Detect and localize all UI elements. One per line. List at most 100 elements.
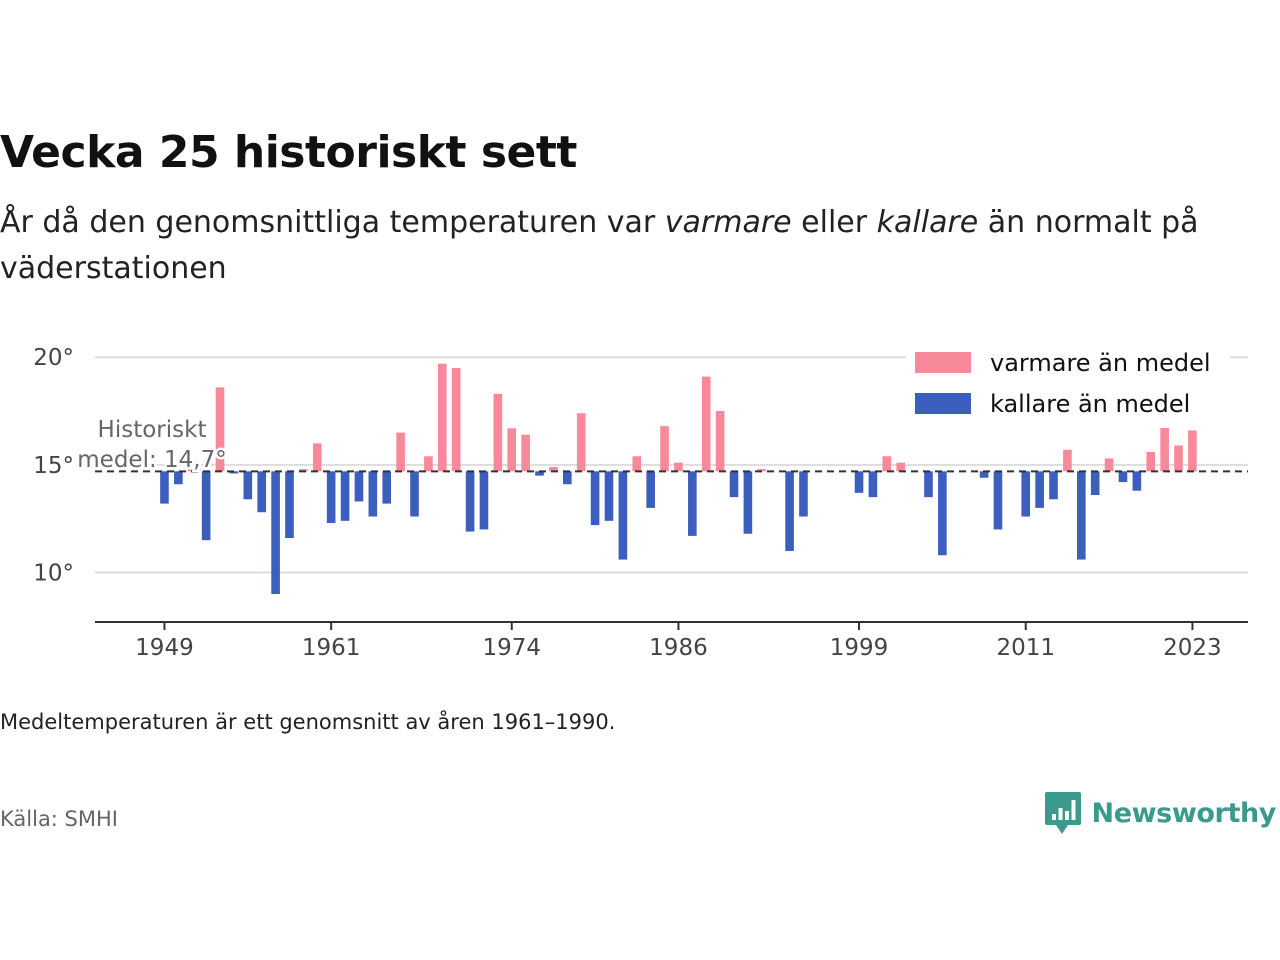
bar-cold — [854, 471, 864, 493]
bar-cold — [1076, 471, 1086, 560]
subtitle-cold-word: kallare — [876, 205, 979, 240]
bar-warm — [632, 456, 642, 472]
bar-cold — [1021, 471, 1031, 517]
y-tick-label: 10° — [33, 560, 74, 586]
bar-cold — [618, 471, 628, 560]
bar-warm — [507, 428, 517, 472]
bar-warm — [1188, 430, 1197, 472]
bar-cold — [868, 471, 878, 498]
legend-swatch — [915, 393, 971, 414]
bar-cold — [799, 471, 808, 517]
bar-cold — [382, 471, 392, 504]
brand-name: Newsworthy — [1091, 797, 1277, 829]
source-credit: Källa: SMHI — [0, 807, 118, 831]
bars — [160, 361, 1197, 595]
bar-cold — [604, 471, 614, 521]
bar-cold — [257, 471, 267, 513]
bar-cold — [590, 471, 600, 526]
bar-cold — [354, 471, 364, 502]
bar-warm — [215, 387, 225, 472]
bar-cold — [479, 471, 489, 530]
bar-warm — [576, 413, 586, 472]
newsworthy-logo-icon — [1044, 792, 1081, 834]
legend: varmare än medel kallare än medel — [906, 342, 1230, 428]
baseline: Historiskt medel: 14,7° — [75, 415, 1248, 476]
bar-warm — [299, 469, 308, 472]
baseline-annotation-line2: medel: 14,7° — [77, 447, 226, 473]
bar-warm — [701, 376, 711, 472]
bar-warm — [437, 363, 447, 472]
bar-warm — [896, 462, 906, 472]
x-axis: 1949 1961 1974 1986 1999 2011 2023 — [95, 621, 1248, 661]
bar-cold — [1090, 471, 1100, 495]
bar-cold — [243, 471, 253, 500]
chart-title: Vecka 25 historiskt sett — [0, 127, 577, 178]
y-axis-ticks: 10° 15° 20° — [33, 345, 74, 586]
bar-warm — [396, 432, 405, 472]
chart-subtitle: År då den genomsnittliga temperaturen va… — [0, 200, 1250, 292]
bar-cold — [1049, 471, 1058, 500]
temperature-bar-chart: 10° 15° 20° Historiskt medel: 14,7° 1949 196… — [33, 342, 1248, 661]
brand-logo: Newsworthy — [1044, 790, 1276, 836]
subtitle-text-3: än normalt på väderstationen — [0, 205, 1199, 286]
bar-cold — [340, 471, 350, 521]
y-tick-label: 15° — [33, 453, 74, 479]
x-tick-label: 1974 — [482, 635, 541, 661]
bar-warm — [1104, 458, 1114, 472]
bar-warm — [1063, 449, 1072, 472]
bar-cold — [979, 471, 989, 478]
bar-cold — [688, 471, 697, 536]
legend-swatch — [915, 352, 971, 373]
x-tick-label: 1961 — [302, 635, 361, 661]
bar-warm — [312, 443, 322, 472]
bar-warm — [424, 456, 433, 472]
bar-cold — [1132, 471, 1142, 491]
bar-cold — [201, 471, 211, 541]
bar-cold — [1118, 471, 1128, 483]
bar-cold — [326, 471, 336, 523]
bar-cold — [938, 471, 947, 556]
x-tick-label: 1986 — [649, 635, 708, 661]
bar-cold — [785, 471, 794, 551]
subtitle-text-1: År då den genomsnittliga temperaturen va… — [0, 205, 665, 240]
y-tick-label: 20° — [33, 345, 74, 371]
legend-label: varmare än medel — [990, 349, 1211, 377]
baseline-annotation-line1: Historiskt — [98, 417, 207, 443]
bar-warm — [549, 467, 558, 472]
bar-cold — [743, 471, 753, 534]
legend-label: kallare än medel — [990, 390, 1190, 418]
bar-warm — [493, 393, 503, 472]
bar-warm — [1146, 451, 1156, 472]
bar-warm — [882, 456, 892, 472]
bar-warm — [674, 462, 683, 472]
bar-cold — [924, 471, 933, 498]
bar-warm — [521, 434, 530, 472]
bar-warm — [451, 367, 461, 472]
bar-cold — [174, 471, 183, 485]
bar-warm — [757, 469, 767, 472]
bar-warm — [715, 411, 725, 472]
bar-cold — [160, 471, 169, 504]
subtitle-text-2: eller — [791, 205, 877, 240]
bar-cold — [271, 471, 280, 595]
x-tick-label: 2023 — [1163, 635, 1222, 661]
subtitle-warm-word: varmare — [664, 205, 792, 240]
bar-cold — [563, 471, 572, 485]
bar-warm — [1174, 445, 1183, 472]
bar-cold — [229, 471, 239, 474]
bar-cold — [729, 471, 739, 498]
x-tick-label: 2011 — [996, 635, 1055, 661]
bar-cold — [1035, 471, 1044, 508]
bar-warm — [660, 426, 669, 472]
bar-cold — [993, 471, 1003, 530]
footnote: Medeltemperaturen är ett genomsnitt av å… — [0, 710, 616, 734]
bar-warm — [187, 469, 197, 472]
bar-cold — [410, 471, 419, 517]
x-tick-label: 1949 — [135, 635, 194, 661]
bar-cold — [368, 471, 378, 517]
bar-cold — [285, 471, 294, 539]
x-tick-label: 1999 — [830, 635, 889, 661]
bar-cold — [465, 471, 475, 532]
bar-cold — [646, 471, 655, 508]
bar-cold — [535, 471, 544, 476]
